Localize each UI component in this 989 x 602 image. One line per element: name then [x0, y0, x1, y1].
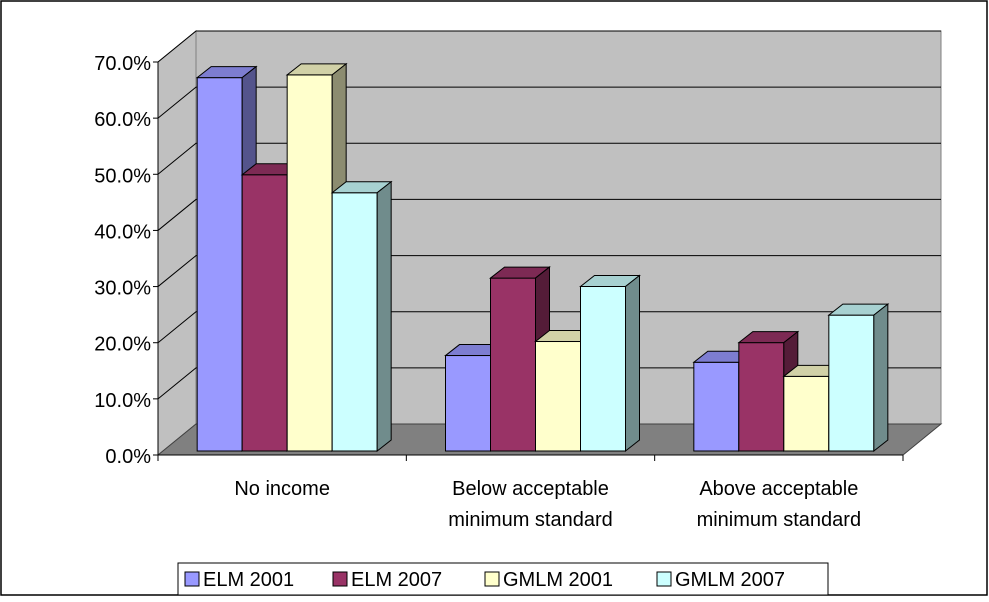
- legend-item: GMLM 2001: [484, 569, 613, 591]
- gridline: [157, 30, 941, 63]
- bar-front: [693, 361, 740, 452]
- gridline: [157, 367, 941, 400]
- bar: [827, 303, 890, 453]
- legend-label: ELM 2007: [351, 569, 442, 591]
- gridline: [157, 142, 941, 175]
- x-tick-label: minimum standard: [448, 509, 613, 531]
- bar-front: [738, 342, 785, 452]
- legend-item: ELM 2001: [184, 569, 294, 591]
- legend-swatch: [484, 571, 500, 587]
- y-tick-label: 0.0%: [105, 446, 151, 468]
- legend-label: ELM 2001: [203, 569, 294, 591]
- gridlines: [157, 30, 941, 400]
- y-tick-label: 20.0%: [94, 334, 151, 356]
- bar-side: [873, 303, 889, 453]
- x-tick-label: No income: [234, 478, 330, 500]
- bar-front: [286, 74, 333, 452]
- x-tick-label: Above acceptable: [699, 478, 858, 500]
- legend-label: GMLM 2007: [675, 569, 785, 591]
- bar-front: [241, 174, 288, 452]
- axes: [153, 61, 904, 461]
- y-tick-label: 10.0%: [94, 390, 151, 412]
- bars: [195, 62, 890, 453]
- legend-swatch: [184, 571, 200, 587]
- bar-front: [580, 286, 626, 452]
- bar-front: [828, 314, 875, 452]
- x-tick-labels: No income Below acceptable minimum standar…: [234, 478, 861, 531]
- legend-label: GMLM 2001: [503, 569, 613, 591]
- bar-front: [196, 77, 243, 452]
- legend-item: ELM 2007: [332, 569, 442, 591]
- bar-front: [783, 375, 830, 452]
- bar: [195, 65, 258, 453]
- side-wall: [157, 29, 197, 457]
- gridline: [157, 86, 941, 119]
- y-tick-label: 60.0%: [94, 109, 151, 131]
- gridline: [157, 198, 941, 231]
- gridline: [157, 255, 941, 287]
- legend-swatch: [332, 571, 348, 587]
- legend: ELM 2001 ELM 2007 GMLM 2001 GMLM 2007: [177, 562, 829, 596]
- y-tick-label: 50.0%: [94, 165, 151, 187]
- y-tick-label: 30.0%: [94, 278, 151, 300]
- legend-item: GMLM 2007: [656, 569, 785, 591]
- y-tick-label: 70.0%: [94, 53, 151, 75]
- bar-front: [445, 355, 491, 452]
- legend-swatch: [656, 571, 672, 587]
- gridline: [157, 311, 941, 344]
- bar-side: [625, 274, 640, 453]
- bar: [579, 274, 641, 453]
- x-tick-label: Below acceptable: [452, 478, 609, 500]
- y-tick-label: 40.0%: [94, 221, 151, 243]
- y-tick-labels: 0.0% 10.0% 20.0% 30.0% 40.0% 50.0% 60.0% 70.0%: [94, 53, 151, 468]
- bar-front: [490, 277, 536, 452]
- bar-side: [376, 180, 392, 453]
- bar-front: [535, 341, 581, 452]
- x-tick-label: minimum standard: [697, 509, 862, 531]
- bar-front: [331, 192, 378, 452]
- bar: [330, 180, 393, 453]
- legend-box: [177, 562, 829, 596]
